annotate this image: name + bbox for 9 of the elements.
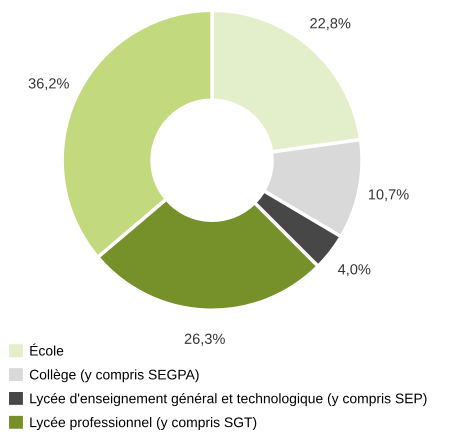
legend-label: Lycée d'enseignement général et technologique (y compris SEP): [30, 393, 426, 406]
data-label: 36,2%: [28, 78, 69, 90]
data-label: 26,3%: [184, 334, 225, 346]
legend-label: École: [30, 343, 64, 356]
data-label: 4,0%: [338, 264, 370, 276]
legend-label: Collège (y compris SEGPA): [30, 369, 199, 382]
legend-label: Lycée professionnel (y compris SGT): [30, 416, 256, 430]
data-label: 22,8%: [310, 18, 350, 30]
data-label: 10,7%: [368, 189, 409, 202]
